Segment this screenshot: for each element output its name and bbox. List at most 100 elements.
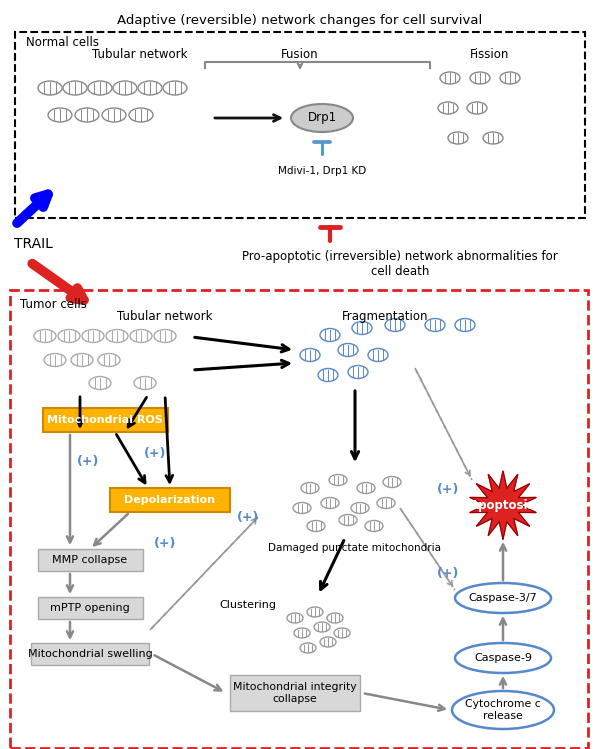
Ellipse shape xyxy=(138,81,162,95)
Text: Tubular network: Tubular network xyxy=(92,48,188,61)
Ellipse shape xyxy=(75,108,99,122)
FancyBboxPatch shape xyxy=(31,643,149,665)
Ellipse shape xyxy=(377,497,395,509)
Ellipse shape xyxy=(440,72,460,84)
Ellipse shape xyxy=(113,81,137,95)
Text: Fusion: Fusion xyxy=(281,48,319,61)
Ellipse shape xyxy=(455,318,475,332)
Ellipse shape xyxy=(425,318,445,332)
FancyBboxPatch shape xyxy=(37,597,143,619)
Ellipse shape xyxy=(483,132,503,144)
Text: Mitochondrial integrity
collapse: Mitochondrial integrity collapse xyxy=(233,682,357,704)
Ellipse shape xyxy=(455,583,551,613)
Ellipse shape xyxy=(38,81,62,95)
Ellipse shape xyxy=(448,132,468,144)
Ellipse shape xyxy=(89,377,111,389)
Ellipse shape xyxy=(320,329,340,342)
Ellipse shape xyxy=(352,321,372,335)
Ellipse shape xyxy=(329,475,347,485)
Text: Fragmentation: Fragmentation xyxy=(342,310,428,323)
Text: mPTP opening: mPTP opening xyxy=(50,603,130,613)
Ellipse shape xyxy=(63,81,87,95)
Ellipse shape xyxy=(307,521,325,532)
Ellipse shape xyxy=(334,628,350,638)
Ellipse shape xyxy=(154,330,176,342)
Text: Damaged punctate mitochondria: Damaged punctate mitochondria xyxy=(269,543,442,553)
Text: Pro-apoptotic (irreversible) network abnormalities for
cell death: Pro-apoptotic (irreversible) network abn… xyxy=(242,250,558,278)
Ellipse shape xyxy=(130,330,152,342)
Text: Adaptive (reversible) network changes for cell survival: Adaptive (reversible) network changes fo… xyxy=(118,14,482,27)
Ellipse shape xyxy=(365,521,383,532)
FancyBboxPatch shape xyxy=(110,488,230,512)
Ellipse shape xyxy=(106,330,128,342)
Text: (+): (+) xyxy=(77,455,99,469)
Text: (+): (+) xyxy=(437,484,459,497)
Text: Apoptosis: Apoptosis xyxy=(470,499,536,512)
Ellipse shape xyxy=(300,643,316,653)
Ellipse shape xyxy=(452,691,554,729)
Ellipse shape xyxy=(327,613,343,623)
Ellipse shape xyxy=(321,497,339,509)
Ellipse shape xyxy=(98,354,120,366)
Ellipse shape xyxy=(438,102,458,114)
Text: Depolarization: Depolarization xyxy=(124,495,215,505)
Text: Mitochondrial swelling: Mitochondrial swelling xyxy=(28,649,152,659)
Ellipse shape xyxy=(348,366,368,378)
FancyBboxPatch shape xyxy=(15,32,585,218)
Ellipse shape xyxy=(467,102,487,114)
Text: Caspase-3/7: Caspase-3/7 xyxy=(469,593,538,603)
Text: Mitochondrial ROS: Mitochondrial ROS xyxy=(47,415,163,425)
Ellipse shape xyxy=(338,344,358,357)
Text: Fission: Fission xyxy=(470,48,509,61)
Ellipse shape xyxy=(301,482,319,494)
Ellipse shape xyxy=(58,330,80,342)
Text: Drp1: Drp1 xyxy=(307,112,337,124)
Ellipse shape xyxy=(102,108,126,122)
Ellipse shape xyxy=(357,482,375,494)
Ellipse shape xyxy=(385,318,405,332)
Text: Mdivi-1, Drp1 KD: Mdivi-1, Drp1 KD xyxy=(278,166,366,176)
Polygon shape xyxy=(470,471,536,539)
Ellipse shape xyxy=(129,108,153,122)
Text: TRAIL: TRAIL xyxy=(14,237,53,251)
Ellipse shape xyxy=(294,628,310,638)
Ellipse shape xyxy=(291,104,353,132)
Ellipse shape xyxy=(134,377,156,389)
FancyBboxPatch shape xyxy=(43,408,167,432)
Text: Cytochrome c
release: Cytochrome c release xyxy=(465,700,541,721)
FancyBboxPatch shape xyxy=(37,549,143,571)
Ellipse shape xyxy=(368,348,388,362)
Text: Tubular network: Tubular network xyxy=(117,310,213,323)
Text: (+): (+) xyxy=(437,568,459,580)
Text: (+): (+) xyxy=(154,536,176,550)
Ellipse shape xyxy=(163,81,187,95)
Ellipse shape xyxy=(455,643,551,673)
Text: (+): (+) xyxy=(144,447,166,461)
Ellipse shape xyxy=(88,81,112,95)
Ellipse shape xyxy=(293,503,311,514)
Ellipse shape xyxy=(383,476,401,488)
Ellipse shape xyxy=(287,613,303,623)
FancyBboxPatch shape xyxy=(230,675,360,711)
Ellipse shape xyxy=(71,354,93,366)
Ellipse shape xyxy=(44,354,66,366)
Text: MMP collapse: MMP collapse xyxy=(52,555,128,565)
Ellipse shape xyxy=(320,637,336,647)
Text: Tumor cells: Tumor cells xyxy=(20,298,87,311)
Text: (+): (+) xyxy=(237,512,259,524)
Text: Caspase-9: Caspase-9 xyxy=(474,653,532,663)
Ellipse shape xyxy=(34,330,56,342)
Text: Clustering: Clustering xyxy=(220,600,277,610)
Ellipse shape xyxy=(307,607,323,617)
Ellipse shape xyxy=(339,515,357,526)
Ellipse shape xyxy=(318,369,338,381)
Text: Normal cells: Normal cells xyxy=(26,36,99,49)
Ellipse shape xyxy=(351,503,369,514)
Ellipse shape xyxy=(500,72,520,84)
Ellipse shape xyxy=(82,330,104,342)
FancyBboxPatch shape xyxy=(10,290,588,748)
Ellipse shape xyxy=(470,72,490,84)
Ellipse shape xyxy=(314,622,330,632)
Ellipse shape xyxy=(48,108,72,122)
Ellipse shape xyxy=(300,348,320,362)
